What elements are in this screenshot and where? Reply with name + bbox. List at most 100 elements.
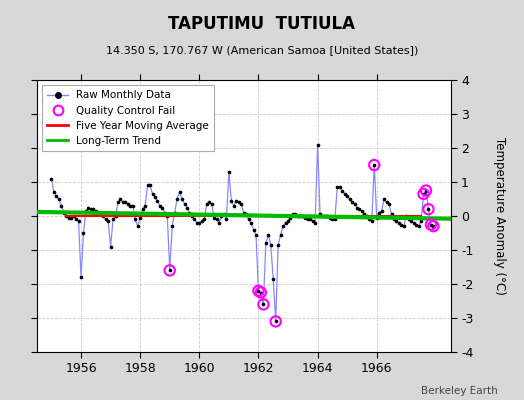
Point — [128, 202, 137, 209]
Point — [387, 211, 396, 218]
Point — [427, 221, 435, 228]
Point — [412, 221, 420, 228]
Point — [274, 242, 282, 248]
Point — [301, 214, 310, 221]
Text: 14.350 S, 170.767 W (American Samoa [United States]): 14.350 S, 170.767 W (American Samoa [Uni… — [106, 45, 418, 55]
Point — [429, 223, 438, 229]
Point — [360, 211, 368, 218]
Point — [141, 202, 149, 209]
Point — [47, 175, 56, 182]
Point — [131, 216, 139, 222]
Point — [259, 301, 268, 308]
Point — [168, 223, 177, 229]
Point — [176, 189, 184, 195]
Point — [311, 220, 319, 226]
Point — [427, 221, 435, 228]
Point — [303, 216, 312, 222]
Point — [328, 216, 336, 222]
Point — [220, 211, 228, 218]
Point — [121, 199, 129, 206]
Point — [230, 202, 238, 209]
Point — [299, 213, 307, 219]
Point — [94, 210, 103, 216]
Point — [244, 216, 253, 222]
Point — [70, 213, 78, 219]
Point — [291, 211, 300, 218]
Point — [343, 192, 351, 199]
Point — [429, 223, 438, 229]
Point — [309, 218, 317, 224]
Point — [422, 187, 430, 194]
Point — [195, 220, 203, 226]
Point — [424, 206, 433, 212]
Point — [353, 204, 361, 211]
Point — [239, 210, 248, 216]
Point — [225, 169, 233, 175]
Point — [370, 162, 378, 168]
Point — [210, 214, 219, 221]
Point — [148, 191, 157, 197]
Point — [252, 232, 260, 238]
Text: TAPUTIMU  TUTIULA: TAPUTIMU TUTIULA — [169, 15, 355, 33]
Point — [377, 208, 386, 214]
Point — [269, 276, 277, 282]
Point — [92, 208, 100, 214]
Point — [84, 204, 93, 211]
Point — [138, 206, 147, 212]
Point — [163, 213, 171, 219]
Point — [106, 243, 115, 250]
Point — [257, 289, 265, 296]
Point — [261, 240, 270, 246]
Point — [183, 204, 191, 211]
Point — [247, 220, 255, 226]
Point — [208, 201, 216, 207]
Point — [286, 214, 294, 221]
Point — [161, 210, 169, 216]
Point — [370, 162, 378, 168]
Point — [215, 220, 223, 226]
Point — [254, 288, 263, 294]
Point — [400, 223, 408, 229]
Point — [222, 216, 231, 222]
Point — [351, 201, 359, 207]
Point — [126, 202, 135, 209]
Point — [318, 213, 326, 219]
Point — [119, 199, 127, 206]
Point — [281, 220, 290, 226]
Point — [109, 216, 117, 222]
Point — [52, 192, 61, 199]
Point — [321, 213, 329, 219]
Point — [166, 267, 174, 274]
Point — [72, 216, 80, 222]
Point — [355, 206, 364, 212]
Point — [405, 216, 413, 222]
Point — [335, 184, 344, 190]
Point — [54, 196, 63, 202]
Point — [254, 288, 263, 294]
Point — [306, 216, 314, 222]
Y-axis label: Temperature Anomaly (°C): Temperature Anomaly (°C) — [493, 137, 506, 295]
Point — [170, 210, 179, 216]
Point — [114, 199, 122, 206]
Point — [242, 211, 250, 218]
Point — [338, 187, 346, 194]
Point — [77, 274, 85, 280]
Point — [227, 198, 235, 204]
Point — [333, 184, 342, 190]
Point — [293, 213, 302, 219]
Point — [380, 196, 388, 202]
Point — [424, 206, 433, 212]
Point — [326, 214, 334, 221]
Point — [323, 213, 332, 219]
Point — [188, 213, 196, 219]
Point — [419, 191, 428, 197]
Point — [158, 204, 167, 211]
Point — [144, 182, 152, 189]
Point — [134, 223, 142, 229]
Point — [212, 216, 221, 222]
Point — [385, 201, 393, 207]
Point — [409, 220, 418, 226]
Point — [86, 206, 95, 212]
Point — [259, 301, 268, 308]
Point — [50, 189, 58, 195]
